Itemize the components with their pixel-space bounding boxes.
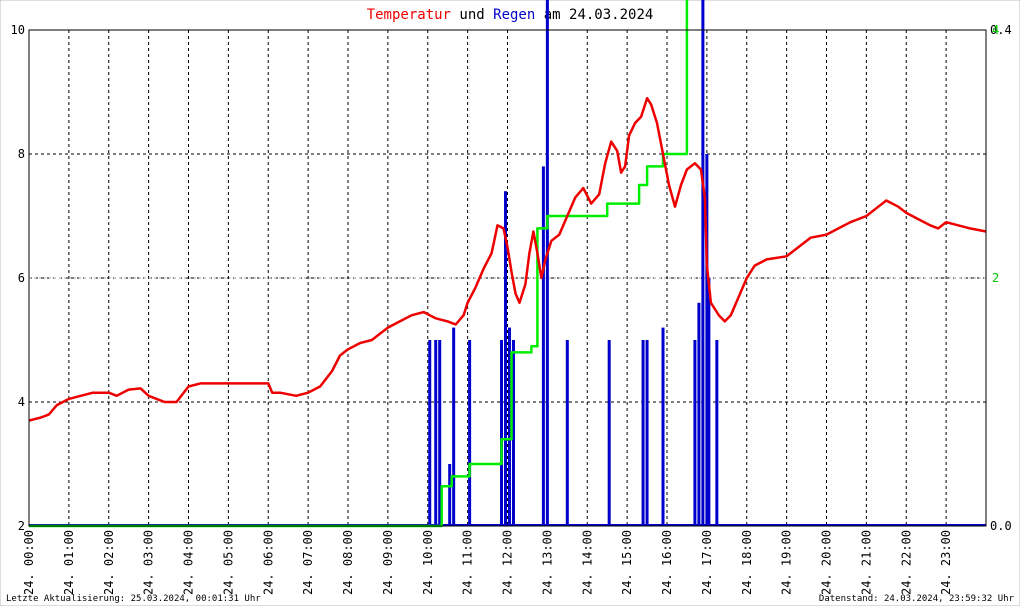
rain-bar bbox=[545, 0, 549, 527]
title-rain: Regen bbox=[493, 7, 535, 23]
rain-bars bbox=[29, 0, 986, 527]
x-axis-tick-label: 24. 13:00 bbox=[540, 530, 554, 595]
rain-bar bbox=[541, 166, 545, 526]
x-axis-tick-label: 24. 00:00 bbox=[22, 530, 36, 595]
rain-bar bbox=[500, 340, 504, 526]
x-axis-tick-label: 24. 16:00 bbox=[660, 530, 674, 595]
x-axis-tick-label: 24. 20:00 bbox=[820, 530, 834, 595]
left-axis-tick-label: 10 bbox=[11, 23, 25, 37]
right-axis-labels: 0.0 0.4 2 4 bbox=[990, 23, 1012, 533]
temperature-polyline bbox=[28, 96, 987, 422]
plot-frame bbox=[28, 29, 987, 527]
rain-bar bbox=[607, 340, 611, 526]
rain-bar bbox=[507, 327, 511, 526]
left-axis-labels: 2 4 6 8 10 bbox=[11, 23, 25, 533]
rain-bar bbox=[468, 340, 472, 526]
x-axis-tick-label: 24. 05:00 bbox=[221, 530, 235, 595]
rain-bar bbox=[448, 464, 452, 526]
rain-bar bbox=[645, 340, 649, 526]
rain-bar bbox=[438, 340, 442, 526]
x-axis-labels: 24. 00:00 24. 01:00 24. 02:00 24. 03:00 24. … bbox=[22, 530, 953, 595]
rain-bar bbox=[452, 327, 456, 526]
x-axis-tick-label: 24. 12:00 bbox=[501, 530, 515, 595]
rain-bar bbox=[565, 340, 569, 526]
x-axis-tick-label: 24. 23:00 bbox=[939, 530, 953, 595]
x-axis-tick-label: 24. 17:00 bbox=[700, 530, 714, 595]
left-axis-tick-label: 6 bbox=[18, 271, 25, 285]
rain-total-polyline bbox=[29, 0, 689, 528]
x-axis-tick-label: 24. 22:00 bbox=[899, 530, 913, 595]
rain-bar bbox=[715, 340, 719, 526]
footer-last-update: Letzte Aktualisierung: 25.03.2024, 00:01… bbox=[6, 594, 261, 604]
x-axis-tick-label: 24. 04:00 bbox=[182, 530, 196, 595]
x-axis-tick-label: 24. 18:00 bbox=[740, 530, 754, 595]
title-und: und bbox=[451, 7, 493, 23]
rain-bar bbox=[434, 340, 438, 526]
x-axis-tick-label: 24. 06:00 bbox=[261, 530, 275, 595]
x-axis-tick-label: 24. 08:00 bbox=[341, 530, 355, 595]
x-axis-tick-label: 24. 14:00 bbox=[580, 530, 594, 595]
rain-total-line bbox=[29, 0, 689, 528]
rain-bar bbox=[697, 302, 701, 526]
left-axis-tick-label: 4 bbox=[18, 395, 25, 409]
right-axis-rain-tick-label: 4 bbox=[992, 23, 999, 37]
right-axis-tick-label: 0.0 bbox=[990, 519, 1012, 533]
rain-bar bbox=[707, 278, 711, 526]
rain-bar bbox=[504, 191, 508, 526]
rain-bar bbox=[705, 154, 709, 526]
title-date: am 24.03.2024 bbox=[535, 7, 653, 23]
chart-title: Temperatur und Regen am 24.03.2024 bbox=[367, 7, 654, 23]
left-axis-tick-label: 2 bbox=[18, 519, 25, 533]
rain-bar bbox=[641, 340, 645, 526]
temperature-line bbox=[28, 96, 987, 422]
x-axis-tick-label: 24. 09:00 bbox=[381, 530, 395, 595]
x-axis-tick-label: 24. 15:00 bbox=[620, 530, 634, 595]
x-axis-tick-label: 24. 10:00 bbox=[421, 530, 435, 595]
right-axis-tick-label: 0.4 bbox=[990, 23, 1012, 37]
footer-data-state: Datenstand: 24.03.2024, 23:59:32 Uhr bbox=[819, 594, 1015, 604]
rain-bar bbox=[693, 340, 697, 526]
rain-bar bbox=[428, 340, 432, 526]
x-axis-tick-label: 24. 19:00 bbox=[780, 530, 794, 595]
title-temperature: Temperatur bbox=[367, 7, 451, 23]
x-axis-tick-label: 24. 01:00 bbox=[62, 530, 76, 595]
right-axis-rain-tick-label: 2 bbox=[992, 271, 999, 285]
x-axis-tick-label: 24. 03:00 bbox=[142, 530, 156, 595]
x-axis-tick-label: 24. 21:00 bbox=[859, 530, 873, 595]
rain-bar bbox=[661, 327, 665, 526]
x-axis-tick-label: 24. 11:00 bbox=[461, 530, 475, 595]
left-axis-tick-label: 8 bbox=[18, 147, 25, 161]
x-axis-tick-label: 24. 07:00 bbox=[301, 530, 315, 595]
rain-bar bbox=[701, 0, 705, 527]
x-axis-tick-label: 24. 02:00 bbox=[102, 530, 116, 595]
rain-bar bbox=[511, 340, 515, 526]
